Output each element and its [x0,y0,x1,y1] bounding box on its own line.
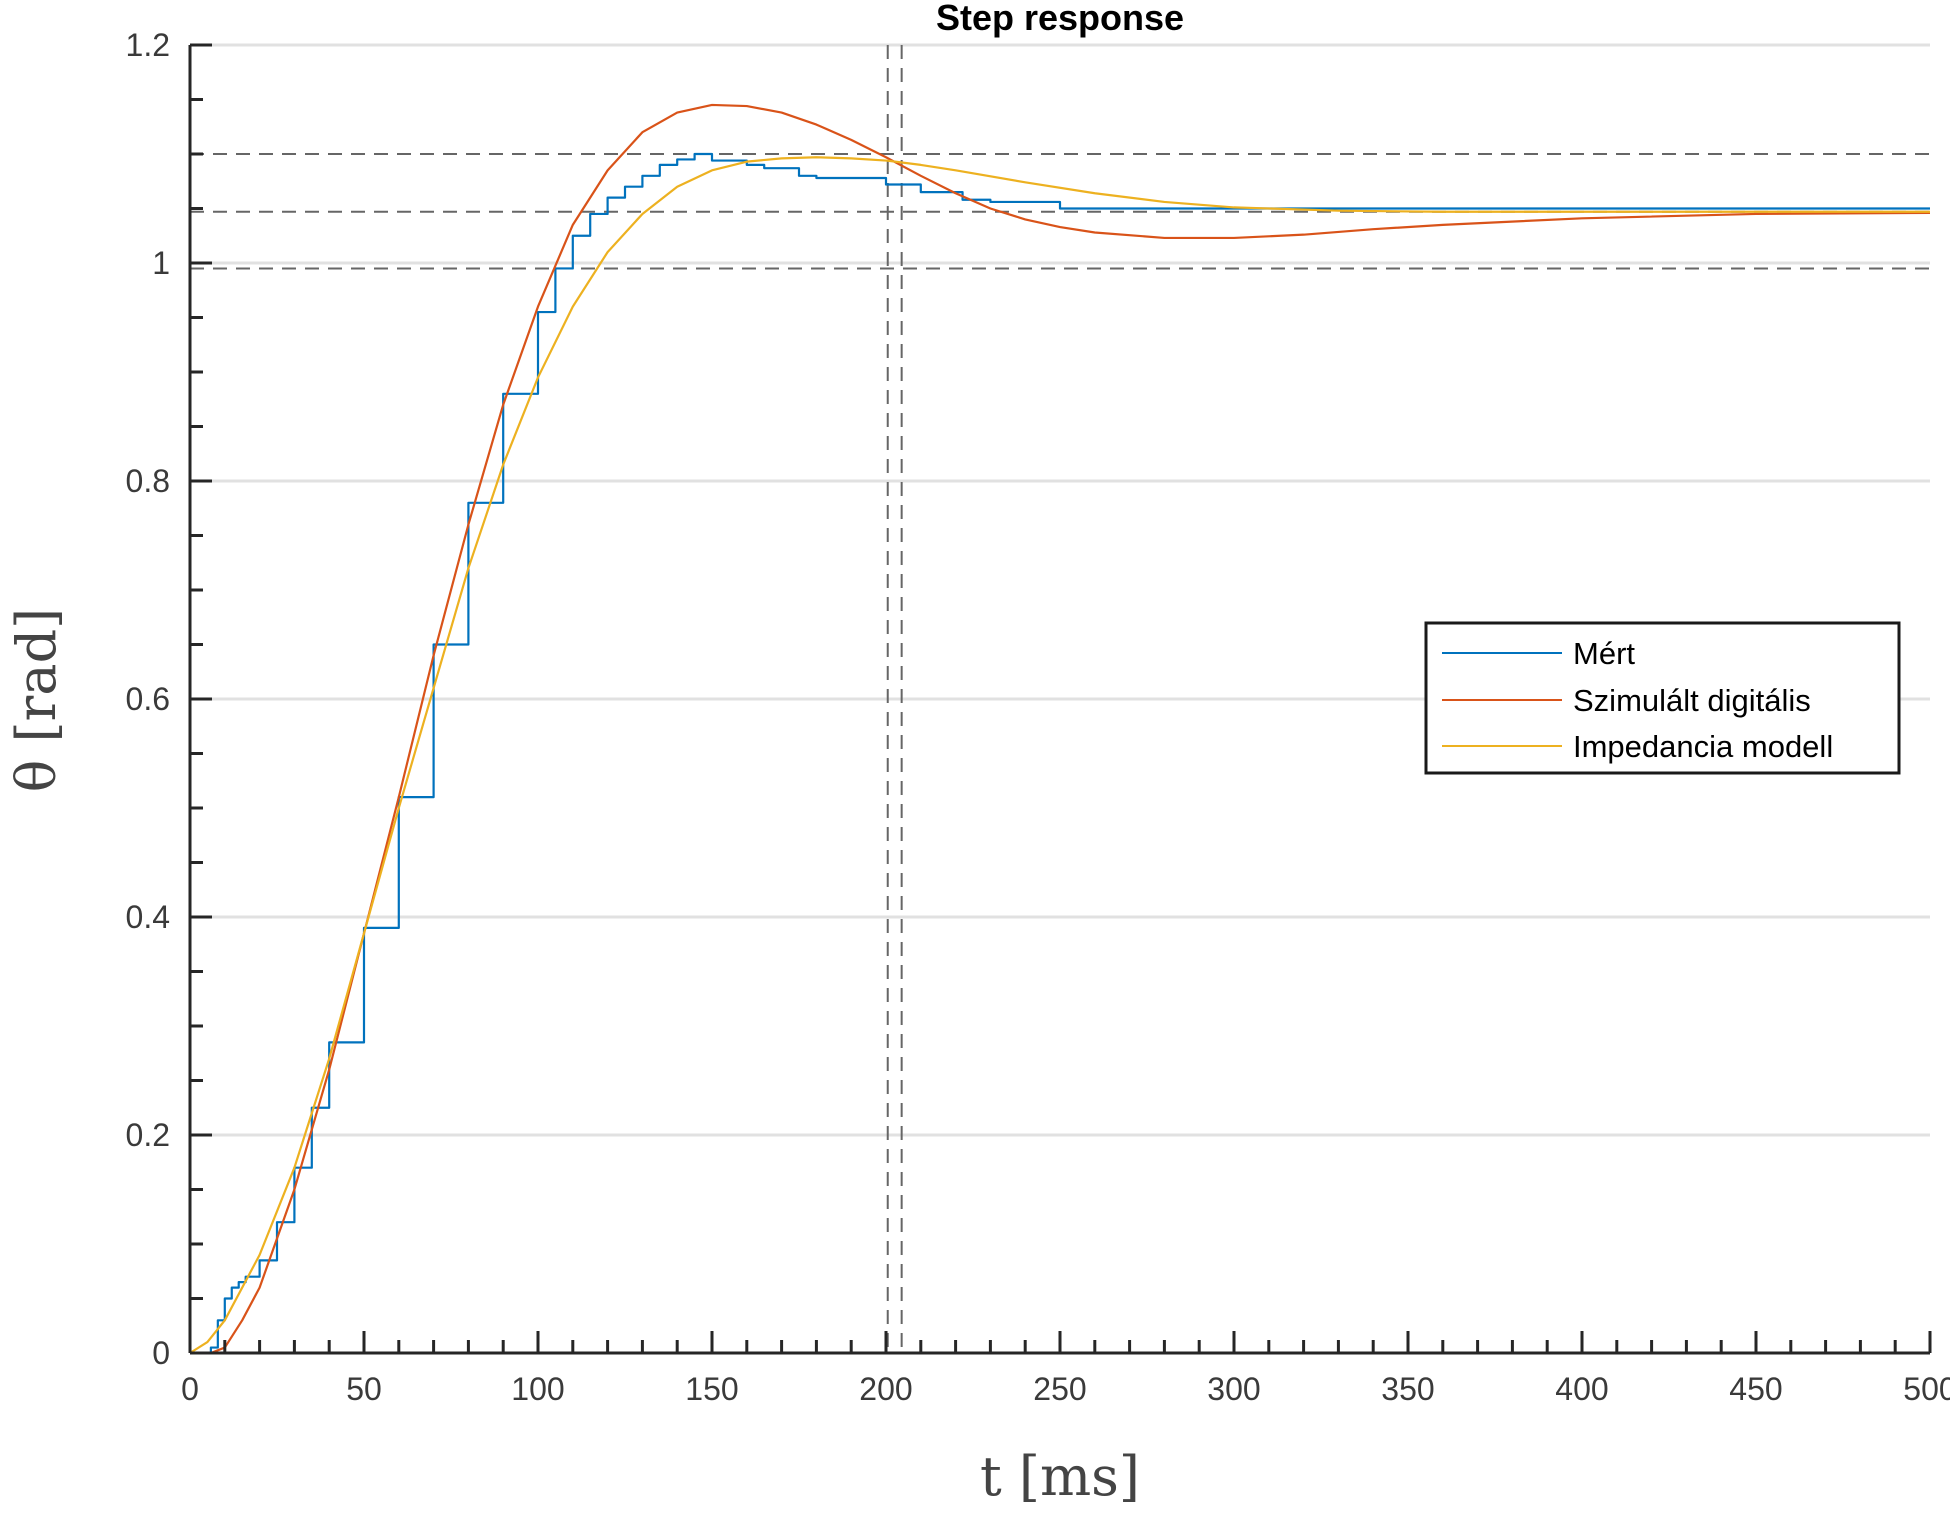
chart-title: Step response [936,0,1184,38]
y-tick-label-1: 0.2 [126,1117,170,1153]
legend-label-impedancia: Impedancia modell [1573,729,1833,764]
y-tick-label-5: 1 [152,245,170,281]
legend-label-szimulalt: Szimulált digitális [1573,683,1811,718]
y-tick-label-2: 0.4 [126,899,170,935]
x-tick-label-6: 300 [1207,1371,1260,1407]
legend-box [1424,621,1901,775]
y-tick-label-3: 0.6 [126,681,170,717]
y-tick-label-0: 0 [152,1335,170,1371]
axes [188,43,1932,1355]
x-tick-label-10: 500 [1903,1371,1950,1407]
x-tick-label-9: 450 [1729,1371,1782,1407]
x-tick-label-4: 200 [859,1371,912,1407]
y-tick-label-6: 1.2 [126,27,170,63]
x-axis-label: t [ms] [980,1445,1140,1508]
tick-labels: 0 50 100 150 200 250 300 350 400 450 500 0 0.2 0.4 0.6… [126,27,1950,1407]
x-tick-label-2: 100 [511,1371,564,1407]
series-line-0 [190,152,1930,1355]
legend: Mért Szimulált digitális Impedancia mode… [1424,621,1901,775]
series-line-2 [189,156,1930,1354]
series-lines [189,103,1931,1355]
x-tick-label-1: 50 [346,1371,382,1407]
legend-label-mert: Mért [1573,636,1635,671]
x-tick-label-8: 400 [1555,1371,1608,1407]
y-axis-label: θ [rad] [5,608,68,792]
x-tick-label-7: 350 [1381,1371,1434,1407]
x-tick-label-5: 250 [1033,1371,1086,1407]
y-tick-label-4: 0.8 [126,463,170,499]
x-tick-label-0: 0 [181,1371,199,1407]
x-tick-label-3: 150 [685,1371,738,1407]
series-line-1 [190,103,1931,1355]
